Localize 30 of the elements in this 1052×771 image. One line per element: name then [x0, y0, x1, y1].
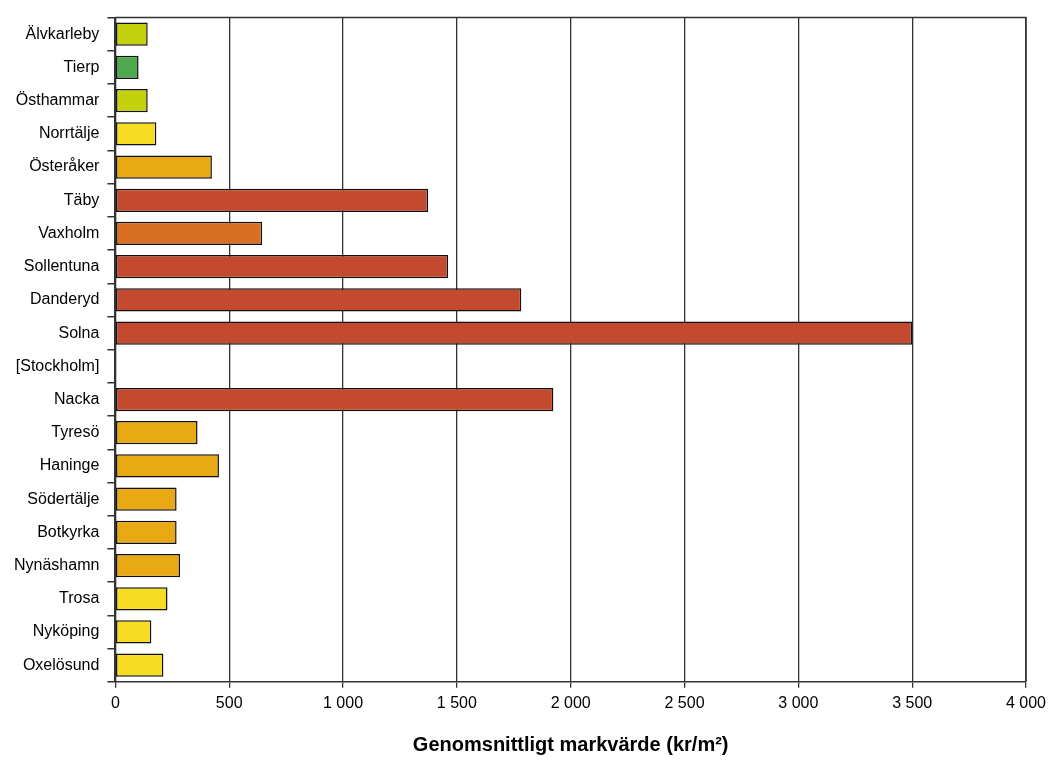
- x-tick-label: 3 500: [892, 693, 933, 711]
- y-tick-label: Vaxholm: [38, 223, 100, 241]
- x-tick-label: 0: [110, 693, 120, 711]
- x-tick-label: 500: [215, 693, 243, 711]
- y-tick-label: Botkyrka: [37, 522, 100, 540]
- y-tick-label: Haninge: [39, 456, 100, 474]
- y-tick-label: Trosa: [59, 589, 100, 607]
- x-tick-label: 4 000: [1005, 693, 1047, 711]
- y-tick-label: Tyresö: [51, 423, 100, 441]
- x-tick-label: 2 500: [664, 693, 705, 711]
- x-tick-label: 1 500: [436, 693, 477, 711]
- y-tick-label: Sollentuna: [23, 257, 100, 275]
- y-tick-label: Danderyd: [30, 290, 100, 308]
- y-tick-label: Nyköping: [32, 622, 100, 640]
- y-tick-label: Nacka: [54, 389, 100, 407]
- y-tick-label: Älvkarleby: [25, 24, 100, 42]
- x-axis-title: Genomsnittligt markvärde (kr/m²): [412, 732, 729, 755]
- y-tick-label: Södertälje: [27, 489, 100, 507]
- y-tick-label: [Stockholm]: [15, 356, 100, 374]
- y-tick-label: Täby: [63, 190, 100, 208]
- y-tick-label: Tierp: [63, 57, 100, 75]
- x-tick-label: 3 000: [778, 693, 819, 711]
- y-tick-label: Nynäshamn: [14, 555, 100, 573]
- x-tick-label: 2 000: [550, 693, 591, 711]
- y-tick-label: Norrtälje: [38, 124, 100, 142]
- y-tick-label: Östhammar: [15, 91, 101, 109]
- y-tick-label: Österåker: [29, 157, 101, 175]
- x-tick-label: 1 000: [323, 693, 364, 711]
- y-tick-label: Solna: [58, 323, 100, 341]
- y-tick-label: Oxelösund: [22, 655, 100, 673]
